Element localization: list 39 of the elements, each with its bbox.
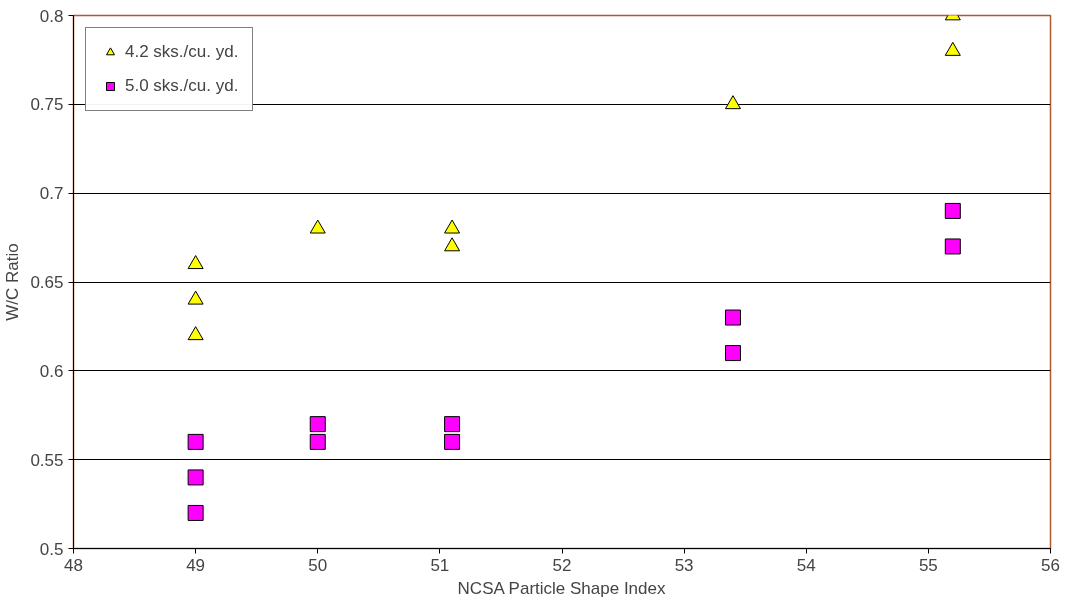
point: [187, 255, 204, 270]
y-tick-label: 0.6: [39, 361, 64, 381]
point: [309, 219, 326, 234]
y-tick-label: 0.8: [39, 6, 64, 26]
x-axis-title: NCSA Particle Shape Index: [457, 578, 666, 598]
point: [444, 433, 461, 450]
x-tick-label: 50: [308, 555, 328, 575]
y-tick-label: 0.65: [30, 273, 64, 292]
x-tick-label: 54: [796, 555, 816, 575]
y-tick-label: 0.5: [39, 539, 64, 559]
point: [309, 433, 326, 450]
point: [444, 237, 461, 252]
point: [187, 504, 204, 521]
x-tick-label: 51: [430, 555, 450, 575]
point: [944, 41, 961, 56]
point: [944, 238, 961, 255]
y-tick-label: 0.7: [39, 184, 64, 204]
point: [187, 433, 204, 450]
y-axis-title: W/C Ratio: [3, 243, 23, 321]
legend-label: 5.0 sks./cu. yd.: [125, 76, 239, 96]
legend-label: 4.2 sks./cu. yd.: [125, 42, 239, 62]
x-tick-label: 48: [64, 555, 83, 575]
x-tick-label: 53: [674, 555, 694, 575]
point: [309, 416, 326, 433]
point: [187, 469, 204, 486]
x-tick-label: 55: [918, 555, 938, 575]
point: [187, 326, 204, 341]
point: [444, 416, 461, 433]
point: [187, 290, 204, 305]
point: [724, 95, 741, 110]
y-tick-label: 0.75: [30, 95, 64, 115]
point: [724, 309, 741, 326]
x-tick-label: 52: [552, 555, 572, 575]
y-tick-label: 0.55: [30, 450, 64, 470]
x-tick-label: 56: [1041, 555, 1060, 575]
point: [444, 219, 461, 234]
point: [724, 345, 741, 362]
point: [944, 202, 961, 219]
x-tick-label: 49: [186, 555, 206, 575]
